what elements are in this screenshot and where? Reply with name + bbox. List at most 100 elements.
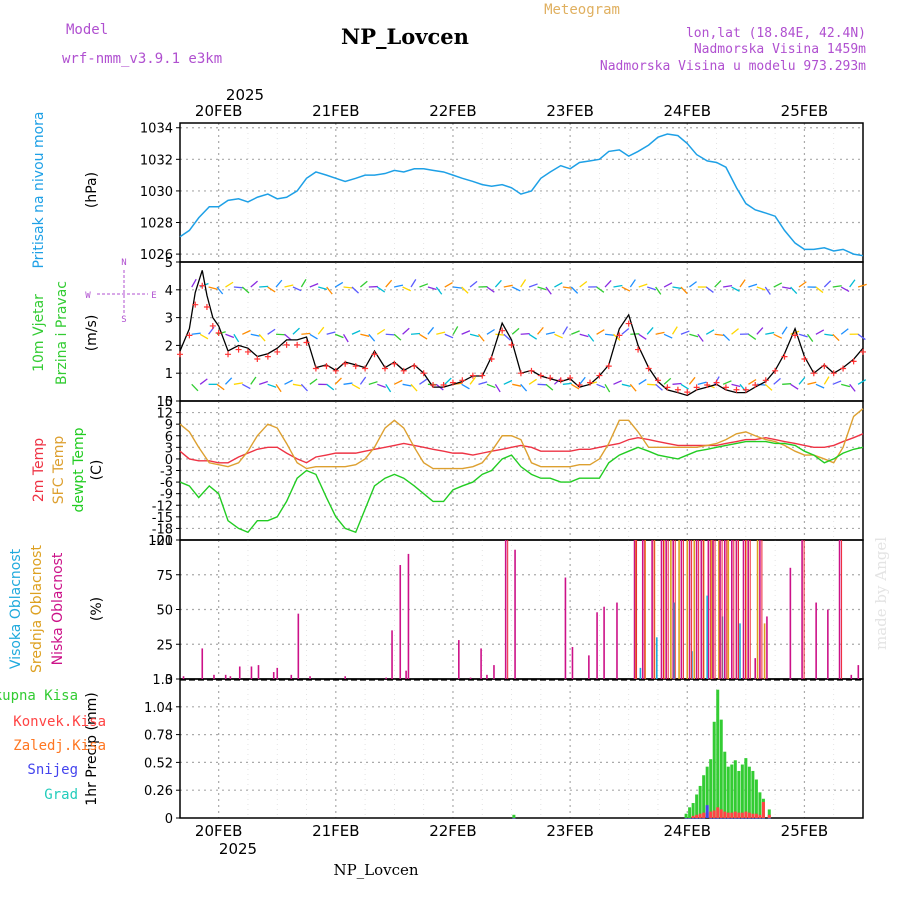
wind-cross-marker xyxy=(459,377,466,384)
total-precip-bar xyxy=(709,759,713,818)
wind-arrow xyxy=(731,383,741,388)
wind-arrow xyxy=(427,326,435,335)
wind-arrow xyxy=(722,380,732,385)
wind-arrow xyxy=(798,333,808,338)
wind-cross-marker xyxy=(635,346,642,353)
wind-arrow xyxy=(233,333,240,343)
wind-arrow xyxy=(739,279,746,288)
y-tick-label: 5 xyxy=(165,256,173,271)
wind-arrow xyxy=(579,333,589,338)
y-tick-label: 1032 xyxy=(140,153,173,168)
wind-arrow xyxy=(419,283,429,288)
wind-cross-marker xyxy=(762,377,769,384)
y-tick-label: 15 xyxy=(156,395,173,410)
conv-precip-bar xyxy=(730,812,734,818)
wind-arrow xyxy=(790,286,798,295)
wind-arrow xyxy=(275,279,283,288)
low-cloud-bar xyxy=(651,540,653,679)
wind-arrow xyxy=(267,286,276,293)
wind-arrow xyxy=(840,328,849,335)
low-cloud-bar xyxy=(712,540,714,679)
total-precip-bar xyxy=(733,760,737,818)
wind-arrow xyxy=(309,333,318,340)
wind-arrow xyxy=(815,383,825,389)
wind-arrow xyxy=(208,286,218,290)
y-tick-label: 6 xyxy=(165,430,173,445)
wind-arrow xyxy=(292,286,302,292)
total-precip-bar xyxy=(712,721,716,818)
total-precip-bar xyxy=(695,794,699,818)
low-cloud-bar xyxy=(660,540,663,679)
wind-cross-marker xyxy=(616,332,623,339)
y-tick-label: -21 xyxy=(152,534,173,549)
low-cloud-bar xyxy=(276,667,279,679)
wind-arrow xyxy=(756,286,766,291)
low-cloud-bar xyxy=(588,655,590,679)
wind-arrow xyxy=(562,326,569,335)
conv-precip-bar xyxy=(702,812,706,818)
wind-arrow xyxy=(680,383,689,390)
wind-arrow xyxy=(621,327,630,335)
wind-arrow xyxy=(756,383,766,386)
total-precip-bar xyxy=(758,792,762,818)
compass-s: S xyxy=(121,315,126,325)
wind-arrow xyxy=(857,333,866,341)
wind-arrow xyxy=(410,332,421,335)
total-precip-bar xyxy=(747,766,751,818)
wind-cross-marker xyxy=(177,351,183,358)
wind-arrow xyxy=(748,333,757,340)
wind-arrow xyxy=(511,327,520,335)
wind-arrow xyxy=(570,383,580,390)
wind-arrow xyxy=(815,286,824,294)
wind-arrow xyxy=(461,383,470,390)
y-tick-label: 100 xyxy=(148,534,173,549)
wind-arrow xyxy=(318,286,328,290)
wind-arrow xyxy=(301,332,311,335)
wind-cross-marker xyxy=(722,384,729,391)
conv-precip-bar xyxy=(767,814,771,818)
wind-arrow xyxy=(528,283,538,288)
conv-precip-bar xyxy=(744,811,748,818)
wind-cross-marker xyxy=(469,372,476,379)
wind-cross-marker xyxy=(508,341,515,348)
conv-precip-bar xyxy=(716,807,720,818)
wind-arrow xyxy=(326,383,335,391)
wind-arrow xyxy=(672,286,682,290)
low-cloud-bar xyxy=(700,540,703,679)
wind-arrow xyxy=(368,381,378,385)
model-elevation-label: Nadmorska Visina u modelu 973.293m xyxy=(600,59,866,74)
wind-cross-marker xyxy=(547,374,554,381)
wind-arrow xyxy=(798,281,807,288)
wind-arrow xyxy=(486,286,495,293)
wind-arrow xyxy=(655,331,665,335)
meteogram-label: Meteogram xyxy=(544,2,620,18)
snow-bar xyxy=(767,818,771,819)
wind-arrow xyxy=(562,382,572,385)
low-cloud-bar xyxy=(747,540,749,679)
wind-arrow xyxy=(478,381,488,385)
wind-arrow xyxy=(528,378,537,385)
wind-cross-marker xyxy=(274,348,281,355)
wind-arrow xyxy=(647,383,657,386)
low-cloud-bar xyxy=(742,540,745,679)
wind-arrow xyxy=(807,381,817,385)
wind-arrow xyxy=(452,326,459,335)
wind-arrow xyxy=(832,380,842,385)
wind-arrow xyxy=(545,383,554,391)
snow-bar xyxy=(688,818,692,819)
cloud-ylabel-3: Niska Oblacnost xyxy=(50,552,66,665)
wind-arrow xyxy=(444,377,452,385)
wind-arrow xyxy=(815,329,825,335)
wind-cross-marker xyxy=(781,353,788,360)
low-cloud-bar xyxy=(850,674,853,679)
wind-arrow xyxy=(444,281,453,288)
y-tick-label: -18 xyxy=(152,522,173,537)
x-tick-label-top: 20FEB xyxy=(195,102,242,120)
wind-arrow xyxy=(663,377,672,385)
high-cloud-bar xyxy=(673,602,676,679)
wind-arrow xyxy=(351,383,361,390)
wind-arrow xyxy=(562,286,572,289)
y-tick-label: 9 xyxy=(165,418,173,433)
wind-arrow xyxy=(773,333,783,339)
wind-cross-marker xyxy=(449,379,456,386)
